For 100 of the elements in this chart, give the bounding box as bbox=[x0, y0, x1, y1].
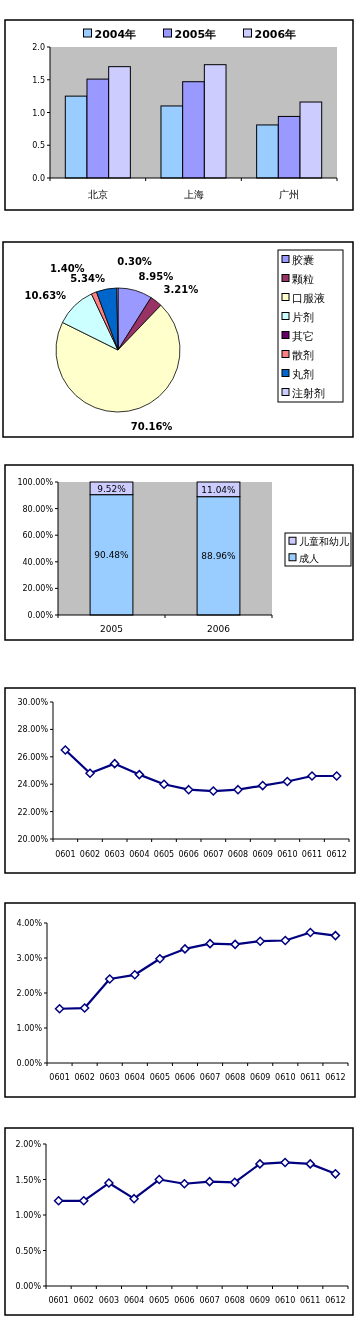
x-tick-label: 0601 bbox=[55, 850, 76, 859]
point bbox=[79, 1196, 89, 1206]
point bbox=[230, 939, 240, 950]
x-tick-label: 0608 bbox=[224, 1296, 245, 1305]
legend-label: 成人 bbox=[299, 552, 319, 564]
point bbox=[280, 1157, 290, 1168]
legend-label: 口服液 bbox=[292, 291, 325, 305]
x-tick-label: 0608 bbox=[227, 850, 249, 859]
point bbox=[305, 927, 316, 938]
x-tick-label: 0608 bbox=[224, 1073, 246, 1082]
legend-label: 胶囊 bbox=[292, 253, 314, 267]
y-tick-label: 0.00% bbox=[27, 611, 54, 620]
point bbox=[230, 1177, 240, 1188]
point bbox=[282, 776, 293, 787]
point bbox=[85, 768, 95, 778]
y-tick-label: 20.00% bbox=[22, 584, 54, 594]
point bbox=[330, 1169, 341, 1179]
x-tick-label: 0605 bbox=[149, 1073, 171, 1082]
x-tick-label: 0604 bbox=[124, 1073, 145, 1082]
legend-label: 其它 bbox=[292, 329, 314, 343]
x-tick-label: 0602 bbox=[79, 850, 101, 859]
x-tick-label: 0602 bbox=[73, 1296, 94, 1305]
point bbox=[204, 1176, 215, 1187]
data-label: 70.16% bbox=[130, 420, 173, 432]
legend-label: 散剂 bbox=[292, 348, 314, 362]
x-tick-label: 0606 bbox=[174, 1296, 195, 1305]
point bbox=[129, 1193, 139, 1204]
y-tick-label: 1.5 bbox=[32, 75, 45, 85]
data-label: 90.48% bbox=[94, 550, 130, 561]
point bbox=[155, 953, 165, 964]
y-tick-label: 80.00% bbox=[22, 504, 54, 514]
x-tick-label: 0601 bbox=[49, 1073, 70, 1082]
x-tick-label: 0604 bbox=[129, 850, 150, 859]
x-tick-label: 0605 bbox=[153, 850, 175, 859]
x-tick-label: 0603 bbox=[99, 1073, 120, 1082]
y-tick-label: 26.00% bbox=[17, 752, 49, 762]
legend-label: 2006年 bbox=[254, 27, 297, 41]
legend-label: 2004年 bbox=[94, 27, 137, 41]
x-tick-label: 0607 bbox=[199, 1296, 220, 1305]
x-tick-label: 0610 bbox=[277, 850, 298, 859]
x-tick-label: 0609 bbox=[250, 1073, 271, 1082]
x-tick-label: 0612 bbox=[325, 1073, 346, 1082]
x-tick-label: 上海 bbox=[183, 189, 204, 200]
point bbox=[109, 758, 120, 769]
x-tick-label: 0607 bbox=[199, 1073, 221, 1082]
point bbox=[205, 938, 215, 949]
x-tick-label: 0605 bbox=[149, 1296, 170, 1305]
point bbox=[134, 769, 145, 780]
x-tick-label: 0606 bbox=[178, 850, 199, 859]
point bbox=[60, 745, 71, 755]
x-tick-label: 0611 bbox=[301, 850, 323, 859]
x-tick-label: 0609 bbox=[249, 1296, 271, 1305]
x-tick-label: 0602 bbox=[74, 1073, 95, 1082]
x-tick-label: 0610 bbox=[274, 1296, 296, 1305]
data-label: 9.52% bbox=[97, 483, 127, 494]
y-tick-label: 4.00% bbox=[16, 919, 43, 928]
y-tick-label: 1.50% bbox=[15, 1175, 42, 1185]
y-tick-label: 3.00% bbox=[16, 954, 43, 963]
y-tick-label: 20.00% bbox=[17, 835, 49, 844]
point bbox=[257, 780, 268, 791]
point bbox=[255, 1159, 265, 1169]
x-tick-label: 2005 bbox=[100, 624, 123, 634]
y-tick-label: 2.00% bbox=[16, 989, 43, 998]
point bbox=[54, 1004, 65, 1014]
point bbox=[154, 1174, 164, 1185]
legend-label: 丸剂 bbox=[292, 367, 314, 381]
data-label: 0.30% bbox=[117, 256, 152, 267]
y-tick-label: 40.00% bbox=[22, 557, 54, 567]
y-tick-label: 22.00% bbox=[17, 807, 49, 817]
y-tick-label: 1.00% bbox=[15, 1211, 42, 1220]
x-tick-label: 0603 bbox=[98, 1296, 120, 1305]
y-tick-label: 0.00% bbox=[16, 1059, 43, 1068]
y-tick-label: 28.00% bbox=[17, 725, 49, 735]
y-tick-label: 0.0 bbox=[32, 174, 45, 183]
x-tick-label: 0606 bbox=[174, 1073, 196, 1082]
x-tick-label: 0603 bbox=[104, 850, 125, 859]
x-tick-label: 0611 bbox=[300, 1073, 321, 1082]
x-tick-label: 0609 bbox=[252, 850, 273, 859]
data-label: 11.04% bbox=[201, 484, 237, 495]
point bbox=[104, 1178, 114, 1188]
x-tick-label: 广州 bbox=[279, 189, 300, 200]
y-tick-label: 60.00% bbox=[22, 531, 54, 541]
data-label: 10.63% bbox=[24, 290, 67, 302]
point bbox=[305, 1159, 315, 1169]
point bbox=[330, 930, 341, 941]
legend-label: 2005年 bbox=[174, 27, 217, 41]
point bbox=[233, 784, 243, 795]
x-tick-label: 0604 bbox=[123, 1296, 145, 1305]
point bbox=[183, 784, 194, 795]
point bbox=[255, 936, 265, 946]
legend-label: 注射剂 bbox=[292, 386, 325, 400]
x-tick-label: 0612 bbox=[326, 850, 347, 859]
legend-label: 片剂 bbox=[292, 310, 314, 324]
y-tick-label: 2.0 bbox=[32, 43, 45, 52]
x-tick-label: 0601 bbox=[48, 1296, 69, 1305]
point bbox=[331, 771, 342, 781]
data-label: 1.40% bbox=[49, 262, 85, 274]
data-label: 3.21% bbox=[163, 284, 199, 296]
x-tick-label: 0612 bbox=[325, 1296, 346, 1305]
x-tick-label: 北京 bbox=[87, 189, 108, 200]
